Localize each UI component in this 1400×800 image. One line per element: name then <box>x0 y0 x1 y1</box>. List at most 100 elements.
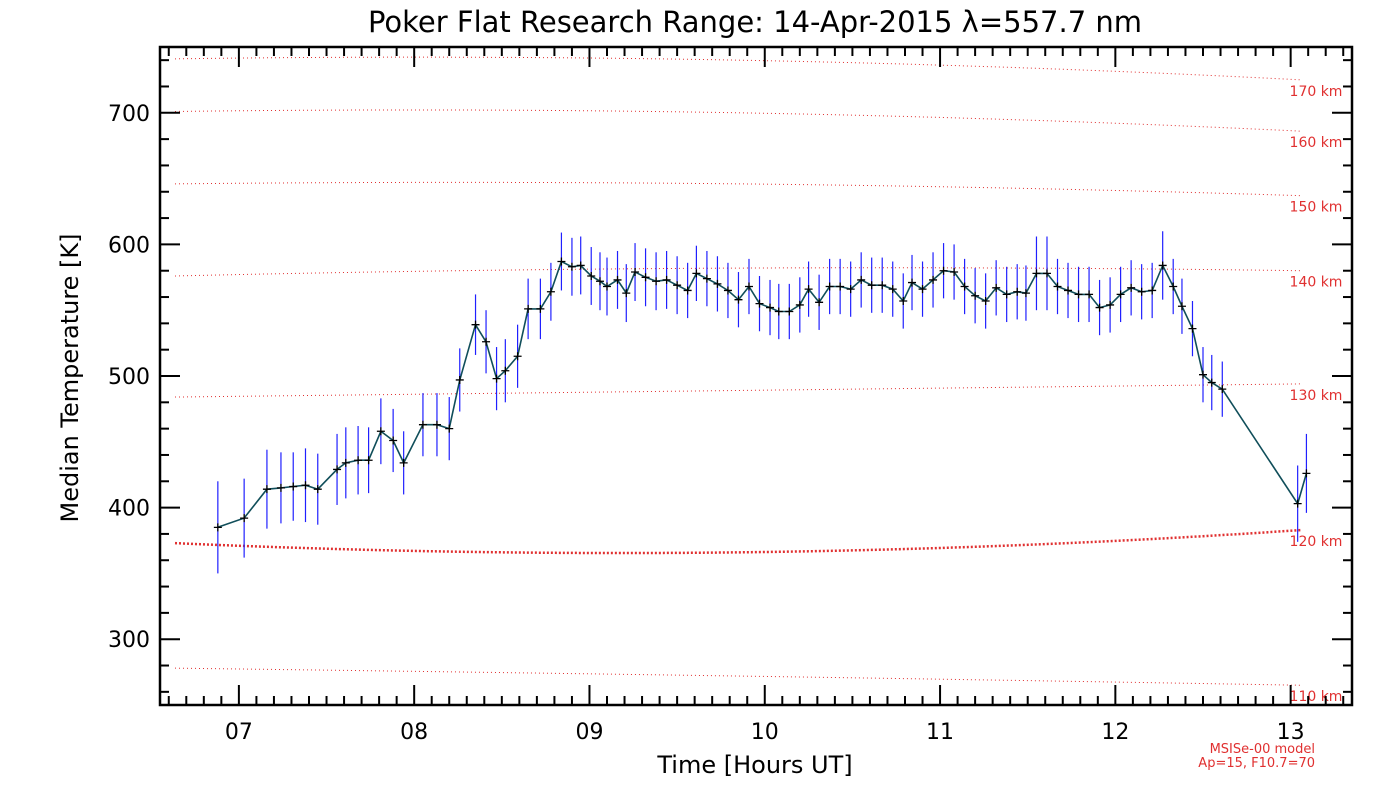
data-point <box>878 281 887 290</box>
data-point <box>755 299 764 308</box>
data-point <box>1013 287 1022 296</box>
data-point <box>1148 286 1157 295</box>
model-note-line-2: Ap=15, F10.7=70 <box>1198 756 1315 771</box>
data-point <box>546 287 555 296</box>
data-point <box>1158 261 1167 270</box>
data-point <box>1053 282 1062 291</box>
data-point <box>603 282 611 291</box>
x-tick-label: 13 <box>1277 720 1305 745</box>
data-point <box>576 261 585 270</box>
data-point <box>455 375 464 384</box>
data-point <box>492 374 501 383</box>
data-point <box>867 281 876 290</box>
data-point <box>333 465 342 474</box>
data-point <box>713 279 722 288</box>
data-point <box>1074 290 1083 299</box>
data-point <box>313 485 322 494</box>
y-tick-label: 700 <box>108 102 150 127</box>
data-point <box>289 482 298 491</box>
data-point <box>482 337 491 346</box>
x-tick-label: 08 <box>400 720 428 745</box>
data-point <box>785 307 794 316</box>
data-point <box>240 514 249 523</box>
data-point <box>1188 324 1197 333</box>
y-tick-label: 600 <box>108 233 150 258</box>
data-point <box>524 304 533 313</box>
model-line-label: 160 km <box>1290 135 1343 151</box>
model-line-170km <box>174 56 1303 81</box>
data-point <box>1177 302 1186 311</box>
data-point <box>587 271 596 280</box>
data-point <box>1116 290 1125 299</box>
x-axis-label: Time [Hours UT] <box>656 751 852 779</box>
model-line-110km <box>174 667 1303 686</box>
model-line-130km <box>174 383 1303 398</box>
data-point <box>301 481 310 490</box>
data-point <box>613 275 622 284</box>
plot-frame <box>158 45 1354 707</box>
axis-ticks: 07 08 09 10 11 12 13 300 400 500 600 700 <box>108 47 1352 745</box>
data-point <box>471 320 480 329</box>
data-point <box>950 268 959 277</box>
data-point <box>1042 269 1051 278</box>
data-point <box>836 282 845 291</box>
model-line-label: 110 km <box>1290 689 1343 705</box>
data-point <box>652 277 661 286</box>
data-point <box>389 436 398 445</box>
data-point <box>795 300 804 309</box>
data-point <box>1021 289 1030 298</box>
data-point <box>1218 385 1227 394</box>
model-line-label: 150 km <box>1290 200 1343 216</box>
data-point <box>744 282 753 291</box>
data-point <box>734 295 743 304</box>
data-point <box>981 296 990 305</box>
data-point <box>1064 286 1073 295</box>
data-point <box>683 286 692 295</box>
data-point <box>445 424 454 433</box>
y-axis-label: Median Temperature [K] <box>56 233 84 522</box>
model-line-label: 140 km <box>1290 275 1343 291</box>
data-point <box>1095 303 1104 312</box>
data-point <box>557 257 566 266</box>
y-tick-label: 300 <box>108 628 150 653</box>
data-point <box>213 523 222 532</box>
data-point <box>595 277 604 286</box>
data-point <box>432 420 441 429</box>
data-point <box>825 282 834 291</box>
data-point <box>1106 300 1115 309</box>
x-tick-label: 07 <box>225 720 253 745</box>
model-line-label: 170 km <box>1290 84 1343 100</box>
y-tick-label: 500 <box>108 365 150 390</box>
data-point <box>513 352 522 361</box>
data-point <box>622 289 631 298</box>
data-point <box>1137 287 1146 296</box>
data-point <box>846 285 855 294</box>
data-point <box>1207 378 1216 387</box>
model-note-line-1: MSISe-00 model <box>1210 742 1315 757</box>
data-point <box>1169 282 1178 291</box>
data-point <box>774 307 783 316</box>
series-line <box>217 260 1308 529</box>
data-point <box>354 456 363 465</box>
data-point <box>673 281 682 290</box>
data-point <box>971 291 980 300</box>
y-tick-label: 400 <box>108 497 150 522</box>
data-point <box>723 286 732 295</box>
data-point <box>641 273 650 282</box>
model-line-120km <box>174 528 1303 555</box>
x-tick-label: 11 <box>926 720 954 745</box>
data-point <box>992 283 1001 292</box>
data-point <box>857 275 866 284</box>
data-point <box>631 268 640 277</box>
data-point <box>536 304 545 313</box>
data-point <box>1302 469 1311 478</box>
data-point <box>501 366 510 375</box>
data-point <box>918 285 927 294</box>
model-line-label: 130 km <box>1290 388 1343 404</box>
data-point <box>341 458 350 467</box>
data-point <box>899 296 908 305</box>
data-point <box>1002 290 1011 299</box>
data-point <box>262 485 271 494</box>
data-point <box>1127 283 1136 292</box>
